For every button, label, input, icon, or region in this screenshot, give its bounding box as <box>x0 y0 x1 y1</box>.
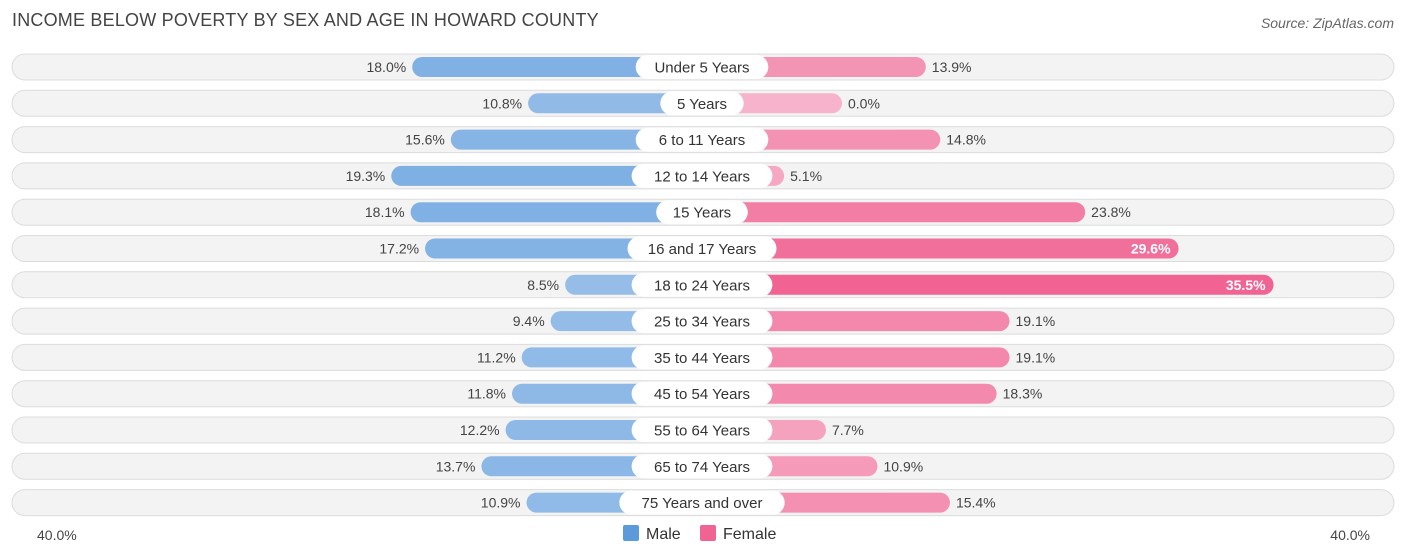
category-pill <box>660 91 744 116</box>
category-label: 16 and 17 Years <box>648 241 756 258</box>
female-value-label: 13.9% <box>932 59 972 75</box>
source-credit: Source: ZipAtlas.com <box>1260 15 1394 31</box>
chart-row: 8.5% 35.5% 18 to 24 Years <box>11 271 1395 299</box>
category-label: 55 to 64 Years <box>654 423 750 440</box>
category-pill <box>627 236 777 261</box>
male-value-label: 19.3% <box>346 168 386 184</box>
chart-row: 11.8% 18.3% 45 to 54 Years <box>11 380 1395 408</box>
legend-male-swatch <box>623 525 639 541</box>
chart-row: 18.1% 23.8% 15 Years <box>11 198 1395 226</box>
category-label: 45 to 54 Years <box>654 386 750 403</box>
category-label: 6 to 11 Years <box>659 132 745 149</box>
female-value-label: 19.1% <box>1016 313 1056 329</box>
male-value-label: 17.2% <box>379 241 419 257</box>
female-value-label: 23.8% <box>1091 204 1131 220</box>
category-pill <box>631 163 773 188</box>
female-bar <box>692 274 1274 295</box>
legend: Male Female <box>623 525 776 543</box>
female-value-label: 14.8% <box>946 132 986 148</box>
category-label: 35 to 44 Years <box>654 350 750 367</box>
female-bar <box>692 347 1010 368</box>
male-value-label: 8.5% <box>527 277 559 293</box>
female-value-label: 15.4% <box>956 495 996 511</box>
chart-row: 11.2% 19.1% 35 to 44 Years <box>11 343 1395 371</box>
male-value-label: 18.1% <box>365 204 405 220</box>
male-value-label: 10.8% <box>482 95 522 111</box>
male-value-label: 15.6% <box>405 132 445 148</box>
category-pill <box>656 200 748 225</box>
category-label: 5 Years <box>677 96 727 113</box>
category-pill <box>635 55 769 79</box>
male-bar <box>391 165 712 186</box>
category-label: 65 to 74 Years <box>654 459 750 476</box>
female-value-label: 19.1% <box>1016 349 1056 365</box>
category-pill <box>631 309 773 334</box>
male-value-label: 11.8% <box>467 386 506 402</box>
chart-row: 19.3% 5.1% 12 to 14 Years <box>11 162 1395 190</box>
category-label: 25 to 34 Years <box>654 314 750 331</box>
female-bar <box>692 311 1010 332</box>
chart-row: 12.2% 7.7% 55 to 64 Years <box>11 416 1395 444</box>
category-label: 15 Years <box>673 205 731 222</box>
category-label: 18 to 24 Years <box>654 277 750 294</box>
chart-row: 10.8% 0.0% 5 Years <box>11 89 1395 117</box>
category-label: 75 Years and over <box>642 495 763 512</box>
category-label: Under 5 Years <box>654 60 749 77</box>
male-bar <box>410 202 712 223</box>
legend-female-swatch <box>700 525 716 541</box>
chart-row: 15.6% 14.8% 6 to 11 Years <box>11 126 1395 154</box>
legend-female-label: Female <box>723 526 776 543</box>
category-label: 12 to 14 Years <box>654 168 750 185</box>
axis-left-label: 40.0% <box>37 527 77 543</box>
male-value-label: 9.4% <box>513 313 545 329</box>
female-value-label: 35.5% <box>1226 277 1266 293</box>
chart-row: 9.4% 19.1% 25 to 34 Years <box>11 307 1395 335</box>
axis-right-label: 40.0% <box>1330 527 1370 543</box>
category-pill <box>631 381 773 406</box>
female-value-label: 10.9% <box>883 458 923 474</box>
male-value-label: 13.7% <box>436 458 476 474</box>
legend-male-label: Male <box>646 526 681 543</box>
category-pill <box>631 345 773 370</box>
chart-row: 13.7% 10.9% 65 to 74 Years <box>11 452 1395 480</box>
female-value-label: 29.6% <box>1131 241 1171 257</box>
category-pill <box>635 127 769 152</box>
category-pill <box>631 418 773 442</box>
category-pill <box>631 272 773 297</box>
male-value-label: 10.9% <box>481 495 521 511</box>
chart-row: 18.0% 13.9% Under 5 Years <box>11 53 1395 81</box>
category-pill <box>619 490 785 515</box>
chart-row: 17.2% 29.6% 16 and 17 Years <box>11 235 1395 262</box>
category-pill <box>631 454 773 479</box>
male-value-label: 12.2% <box>460 422 500 438</box>
male-value-label: 11.2% <box>477 349 516 365</box>
chart-row: 10.9% 15.4% 75 Years and over <box>11 489 1395 517</box>
female-value-label: 7.7% <box>832 422 864 438</box>
male-value-label: 18.0% <box>366 59 406 75</box>
female-value-label: 0.0% <box>848 95 880 111</box>
female-bar <box>692 202 1086 223</box>
female-value-label: 18.3% <box>1003 386 1043 402</box>
female-bar <box>692 238 1179 259</box>
chart-title: INCOME BELOW POVERTY BY SEX AND AGE IN H… <box>12 10 599 30</box>
female-value-label: 5.1% <box>790 168 822 184</box>
